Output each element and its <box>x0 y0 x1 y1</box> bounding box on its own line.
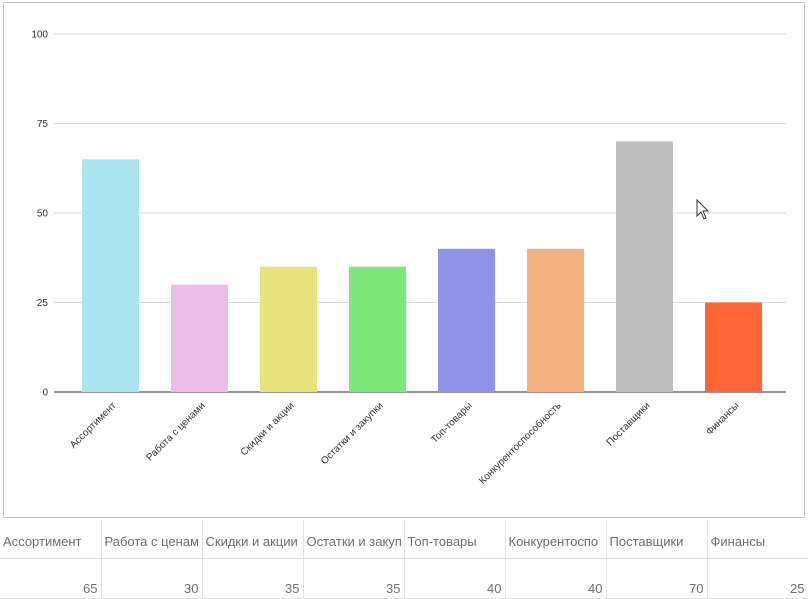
table-value-cell[interactable]: 65 <box>0 558 102 599</box>
table-value-cell[interactable]: 30 <box>101 558 203 599</box>
y-tick-label: 100 <box>31 30 48 41</box>
table-value-cell[interactable]: 35 <box>303 558 405 599</box>
bar-6 <box>527 248 584 392</box>
y-tick-label: 0 <box>42 388 48 399</box>
x-tick-label: Топ-товары <box>429 400 474 445</box>
x-tick-label: Скидки и акции <box>239 400 297 458</box>
x-tick-label: Финансы <box>704 400 741 437</box>
table-header-cell[interactable]: Финансы <box>707 520 808 559</box>
x-tick-label: Ассортимент <box>68 400 119 451</box>
table-header-cell[interactable]: Ассортимент <box>0 520 102 559</box>
table-header-cell[interactable]: Топ-товары <box>404 520 506 559</box>
y-tick-label: 25 <box>37 298 49 309</box>
x-tick-label: Остатки и закупки <box>319 400 386 467</box>
table-header-cell[interactable]: Работа с ценам <box>101 520 203 559</box>
table-value-cell[interactable]: 25 <box>707 558 808 599</box>
data-table: Ассортимент Работа с ценам Скидки и акции О… <box>0 520 808 599</box>
y-tick-label: 75 <box>37 119 49 130</box>
bar-7 <box>616 141 673 392</box>
bar-3 <box>260 266 317 392</box>
chart-area: 0 25 50 75 100 Ассортимент Работа с ценами Скид… <box>3 2 805 518</box>
table-value-cell[interactable]: 70 <box>606 558 708 599</box>
table-value-row: 65 30 35 35 40 40 70 25 <box>0 558 808 599</box>
x-tick-label: Работа с ценами <box>144 400 208 464</box>
bar-chart: 0 25 50 75 100 Ассортимент Работа с ценами Скид… <box>31 30 786 487</box>
table-value-cell[interactable]: 40 <box>404 558 506 599</box>
table-header-cell[interactable]: Остатки и закуп <box>303 520 405 559</box>
x-tick-label: Конкурентоспособность <box>476 400 563 487</box>
bar-5 <box>438 248 495 392</box>
bar-8 <box>705 302 762 392</box>
y-tick-label: 50 <box>37 209 49 220</box>
table-header-cell[interactable]: Скидки и акции <box>202 520 304 559</box>
table-header-cell[interactable]: Поставщики <box>606 520 708 559</box>
bar-1 <box>82 159 139 392</box>
table-value-cell[interactable]: 35 <box>202 558 304 599</box>
bar-2 <box>171 284 228 392</box>
table-header-row: Ассортимент Работа с ценам Скидки и акции О… <box>0 520 808 559</box>
table-header-cell[interactable]: Конкурентоспо <box>505 520 607 559</box>
mouse-cursor-icon <box>696 199 710 220</box>
x-tick-label: Поставщики <box>605 400 653 448</box>
bar-4 <box>349 266 406 392</box>
table-value-cell[interactable]: 40 <box>505 558 607 599</box>
